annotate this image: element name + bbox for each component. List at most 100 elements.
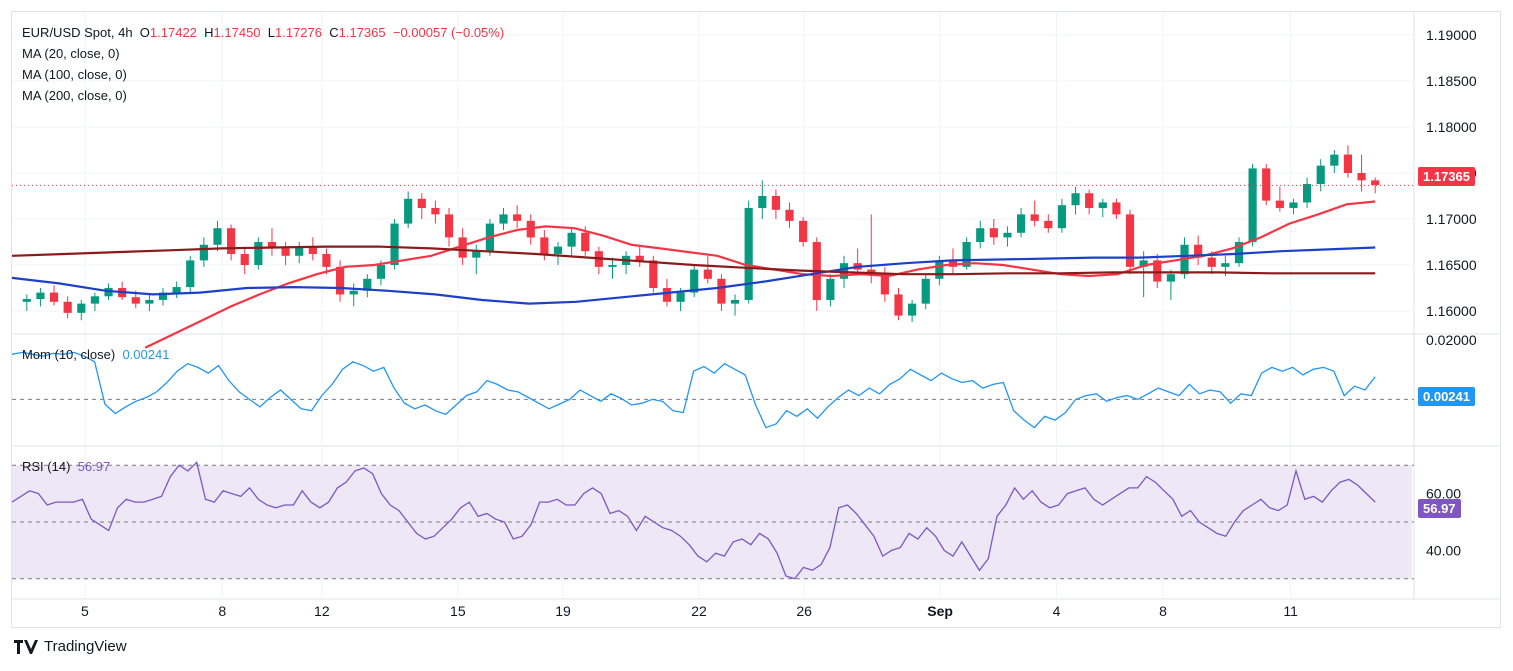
open-label: O — [139, 25, 150, 40]
candle-body — [1166, 274, 1175, 282]
candle-body — [1221, 263, 1230, 267]
ma100-legend[interactable]: MA (100, close, 0) — [22, 67, 127, 82]
candle-body — [1003, 232, 1012, 238]
candle-body — [1289, 202, 1298, 208]
ma200-legend[interactable]: MA (200, close, 0) — [22, 88, 127, 103]
momentum-badge-value: 0.00241 — [1423, 389, 1470, 404]
candle-body — [758, 196, 767, 208]
candle-body — [376, 265, 386, 279]
candle-body — [962, 242, 971, 267]
candle-body — [1248, 168, 1257, 242]
candle-body — [390, 223, 399, 265]
momentum-value: 0.00241 — [122, 347, 170, 362]
candle-body — [186, 260, 195, 288]
candle-body — [976, 228, 985, 242]
candle-body — [703, 269, 712, 279]
candle-body — [553, 246, 563, 254]
time-tick-label: Sep — [927, 603, 953, 619]
symbol-label[interactable]: EUR/USD Spot, 4h — [22, 25, 133, 40]
candle-body — [458, 237, 467, 258]
rsi-legend: RSI (14) 56.97 — [22, 456, 110, 477]
candle-body — [730, 299, 740, 304]
candle-body — [308, 246, 317, 254]
candle-body — [49, 292, 59, 302]
time-tick-label: 12 — [314, 603, 330, 619]
low-label: L — [267, 25, 275, 40]
candle-body — [1098, 202, 1107, 208]
candle-body — [908, 303, 917, 316]
candle-body — [1207, 257, 1216, 267]
ohlc-line: EUR/USD Spot, 4h O1.17422 H1.17450 L1.17… — [22, 22, 504, 43]
candle-body — [267, 242, 277, 249]
candle-body — [1316, 165, 1325, 185]
candle-body — [322, 253, 331, 267]
candle-body — [1330, 154, 1339, 166]
candle-body — [1234, 242, 1244, 264]
candle-body — [635, 255, 644, 261]
rsi-tick-label: 60.00 — [1426, 486, 1461, 502]
candle-body — [662, 288, 672, 302]
time-tick-label: 26 — [796, 603, 812, 619]
candle-body — [349, 290, 358, 295]
close-value: 1.17365 — [338, 25, 386, 40]
candle-body — [867, 269, 876, 275]
candle-body — [1139, 260, 1148, 267]
time-tick-label: 8 — [218, 603, 226, 619]
candle-body — [104, 288, 113, 297]
candle-body — [608, 265, 617, 267]
last-price-value: 1.17365 — [1423, 169, 1470, 184]
candle-body — [1194, 244, 1203, 258]
ma20-legend[interactable]: MA (20, close, 0) — [22, 46, 120, 61]
candle-body — [499, 214, 508, 224]
price-tick-label: 1.16000 — [1426, 303, 1477, 319]
candle-body — [472, 251, 481, 258]
momentum-label[interactable]: Mom (10, close) — [22, 347, 116, 362]
tradingview-logo[interactable]: TradingView — [14, 638, 127, 655]
price-tick-label: 1.18500 — [1426, 73, 1477, 89]
candle-body — [363, 278, 372, 291]
time-tick-label: 8 — [1159, 603, 1167, 619]
candle-body — [540, 237, 549, 254]
candle-body — [240, 253, 249, 265]
high-value: 1.17450 — [213, 25, 261, 40]
candle-body — [1343, 154, 1353, 173]
candle-body — [213, 228, 222, 245]
candle-body — [1303, 184, 1312, 203]
momentum-badge: 0.00241 — [1418, 387, 1475, 406]
close-label: C — [329, 25, 339, 40]
candle-body — [799, 220, 808, 242]
rsi-value: 56.97 — [77, 459, 111, 474]
candle-body — [839, 263, 849, 279]
candle-body — [227, 228, 236, 254]
brand-name: TradingView — [44, 638, 127, 655]
candle-body — [1112, 202, 1121, 215]
candle-body — [90, 296, 99, 304]
rsi-label[interactable]: RSI (14) — [22, 459, 71, 474]
candle-body — [581, 232, 590, 252]
candle-body — [676, 292, 685, 302]
candle-body — [894, 294, 903, 316]
candle-body — [1275, 200, 1284, 208]
last-price-badge: 1.17365 — [1418, 167, 1475, 186]
candle-body — [513, 214, 522, 221]
candle-body — [744, 207, 753, 300]
time-tick-label: 4 — [1053, 603, 1061, 619]
time-tick-label: 19 — [555, 603, 571, 619]
candle-body — [172, 287, 181, 293]
candle-body — [335, 266, 345, 295]
change-value: −0.00057 (−0.05%) — [392, 25, 505, 40]
price-tick-label: 1.18000 — [1426, 119, 1477, 135]
low-value: 1.17276 — [275, 25, 322, 40]
open-value: 1.17422 — [149, 25, 197, 40]
momentum-tick-label: 0.02000 — [1426, 332, 1477, 348]
ma20-line — [144, 200, 1376, 349]
candle-body — [717, 278, 726, 304]
candle-body — [158, 292, 168, 300]
candle-body — [22, 299, 31, 302]
momentum-line — [11, 351, 1376, 429]
candle-body — [935, 260, 944, 279]
candle-body — [1071, 193, 1080, 206]
time-tick-label: 11 — [1283, 603, 1298, 619]
candle-body — [921, 278, 930, 304]
